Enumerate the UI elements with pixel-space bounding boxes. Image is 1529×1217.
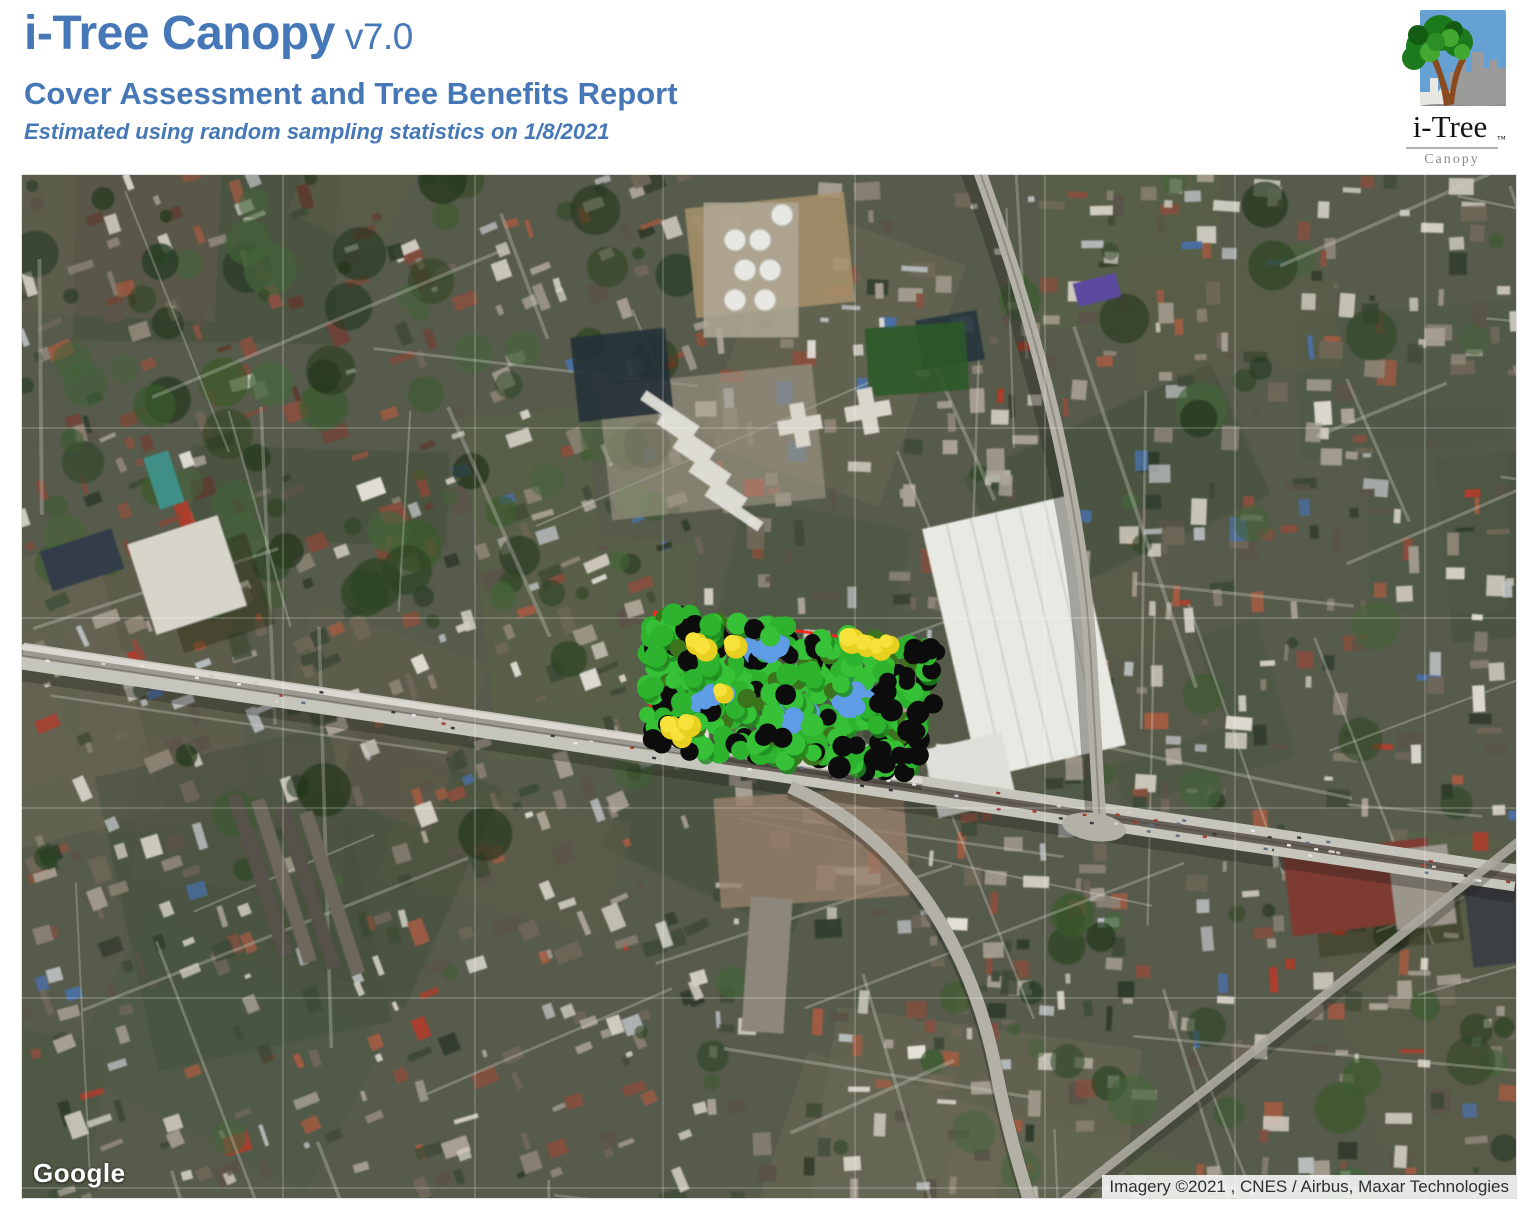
report-date-note: Estimated using random sampling statisti…	[24, 119, 610, 144]
map-canvas	[22, 175, 1516, 1198]
map-attribution: Imagery ©2021 , CNES / Airbus, Maxar Tec…	[1102, 1175, 1516, 1198]
logo-tree-trunk	[1430, 56, 1466, 106]
itree-logo: i-Tree ™ Canopy	[1392, 6, 1512, 167]
logo-tree-canopy	[1402, 15, 1473, 70]
logo-product: Canopy	[1424, 152, 1480, 166]
logo-ground	[1420, 103, 1506, 106]
page-title: i-Tree Canopy v7.0	[24, 6, 413, 61]
graticule-layer	[22, 175, 1516, 1198]
app-version: v7.0	[344, 16, 413, 57]
logo-wordmark: i-Tree	[1413, 109, 1488, 144]
logo-skyline	[1450, 52, 1506, 106]
sample-points-layer	[636, 603, 946, 783]
app-title-text: i-Tree Canopy	[24, 7, 335, 60]
logo-house	[1420, 78, 1450, 106]
google-logo: Google	[33, 1158, 126, 1188]
itree-logo-graphic: i-Tree ™ Canopy	[1402, 10, 1506, 167]
logo-tm: ™	[1497, 134, 1506, 144]
report-subtitle: Cover Assessment and Tree Benefits Repor…	[24, 76, 678, 111]
satellite-map: Google Imagery ©2021 , CNES / Airbus, Ma…	[21, 174, 1517, 1199]
